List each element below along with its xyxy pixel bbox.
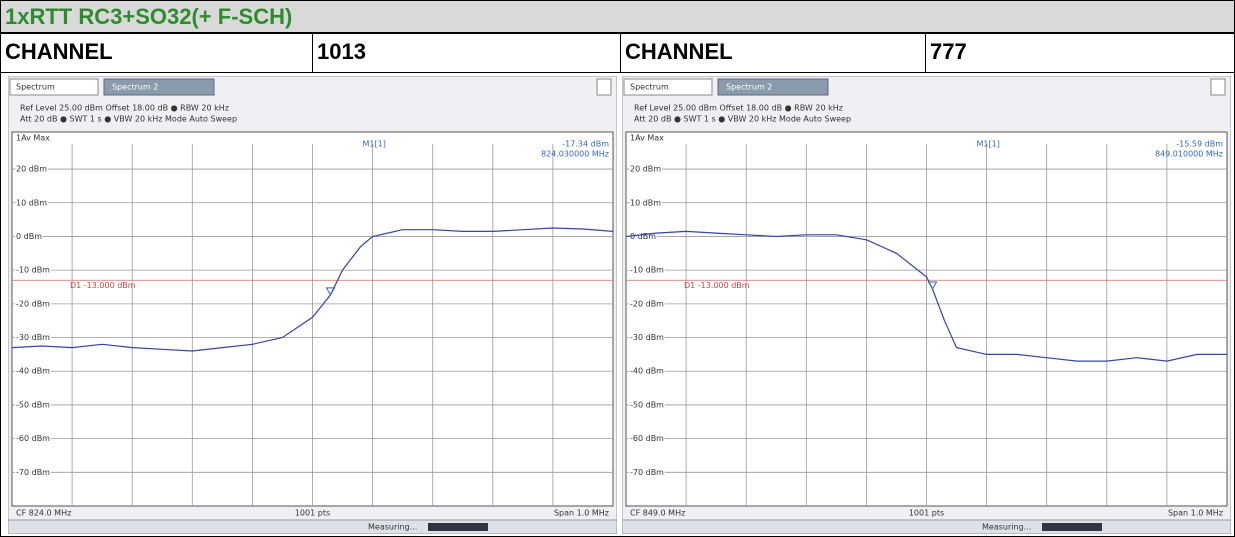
spectrum-screen: Spectrum Spectrum 2 Ref Level 25.00 dBm Of… (8, 76, 617, 534)
y-tick-label: -40 dBm (16, 367, 50, 376)
status: Measuring... (368, 523, 417, 532)
status: Measuring... (982, 523, 1031, 532)
y-tick-label: -40 dBm (630, 367, 664, 376)
marker-y: -17.34 dBm (562, 140, 609, 149)
y-tick-label: -50 dBm (630, 400, 664, 409)
progress (428, 523, 488, 531)
footer-cf: CF 849.0 MHz (630, 509, 685, 518)
y-tick-label: -70 dBm (630, 468, 664, 477)
trace-label: 1Av Max (630, 134, 664, 143)
label-cell: CHANNEL (0, 33, 313, 73)
y-tick-label: -30 dBm (16, 333, 50, 342)
footer-span: Span 1.0 MHz (554, 509, 609, 518)
marker-x: 824.030000 MHz (541, 150, 609, 159)
footer-pts: 1001 pts (909, 509, 944, 518)
menu-icon (1210, 78, 1226, 96)
title: 1xRTT RC3+SO32(+ F-SCH) (0, 0, 1235, 33)
marker (927, 281, 938, 290)
progress (1042, 523, 1102, 531)
y-tick-label: 10 dBm (630, 198, 661, 207)
marker-name: M1[1] (363, 140, 386, 149)
label-cell: CHANNEL (620, 33, 926, 73)
footer-span: Span 1.0 MHz (1168, 509, 1223, 518)
tab-label: Spectrum (16, 83, 55, 92)
y-tick-label: -10 dBm (16, 266, 50, 275)
tab (9, 78, 99, 96)
y-tick-label: 20 dBm (630, 165, 661, 174)
tab-label: Spectrum (630, 83, 669, 92)
y-tick-label: 0 dBm (16, 232, 42, 241)
marker-y: -15.59 dBm (1176, 140, 1223, 149)
y-tick-label: 10 dBm (16, 198, 47, 207)
display-line-label: D1 -13.000 dBm (70, 281, 136, 290)
tab-label: Spectrum 2 (726, 83, 772, 92)
y-tick-label: -30 dBm (630, 333, 664, 342)
marker (325, 287, 336, 296)
settings: Ref Level 25.00 dBm Offset 18.00 dB ● RB… (634, 104, 843, 113)
y-tick-label: -70 dBm (16, 468, 50, 477)
y-tick-label: -20 dBm (630, 299, 664, 308)
settings: Att 20 dB ● SWT 1 s ● VBW 20 kHz Mode Au… (634, 115, 851, 124)
display-line-label: D1 -13.000 dBm (684, 281, 750, 290)
y-tick-label: -60 dBm (16, 434, 50, 443)
marker-x: 849.010000 MHz (1155, 150, 1223, 159)
tab (623, 78, 713, 96)
footer-cf: CF 824.0 MHz (16, 509, 71, 518)
settings: Att 20 dB ● SWT 1 s ● VBW 20 kHz Mode Au… (20, 115, 237, 124)
trace-label: 1Av Max (16, 134, 50, 143)
spectrum-screen: Spectrum Spectrum 2 Ref Level 25.00 dBm Of… (622, 76, 1231, 534)
y-tick-label: -60 dBm (630, 434, 664, 443)
y-tick-label: -20 dBm (16, 299, 50, 308)
value-cell: 777 (925, 33, 1235, 73)
y-tick-label: -50 dBm (16, 400, 50, 409)
value-cell: 1013 (312, 33, 621, 73)
status-bar (8, 519, 617, 534)
tab (717, 78, 829, 96)
tab-label: Spectrum 2 (112, 83, 158, 92)
y-tick-label: 20 dBm (16, 165, 47, 174)
settings: Ref Level 25.00 dBm Offset 18.00 dB ● RB… (20, 104, 229, 113)
marker-name: M1[1] (977, 140, 1000, 149)
y-tick-label: -10 dBm (630, 266, 664, 275)
status-bar (622, 519, 1231, 534)
tab (103, 78, 215, 96)
footer-pts: 1001 pts (295, 509, 330, 518)
menu-icon (596, 78, 612, 96)
